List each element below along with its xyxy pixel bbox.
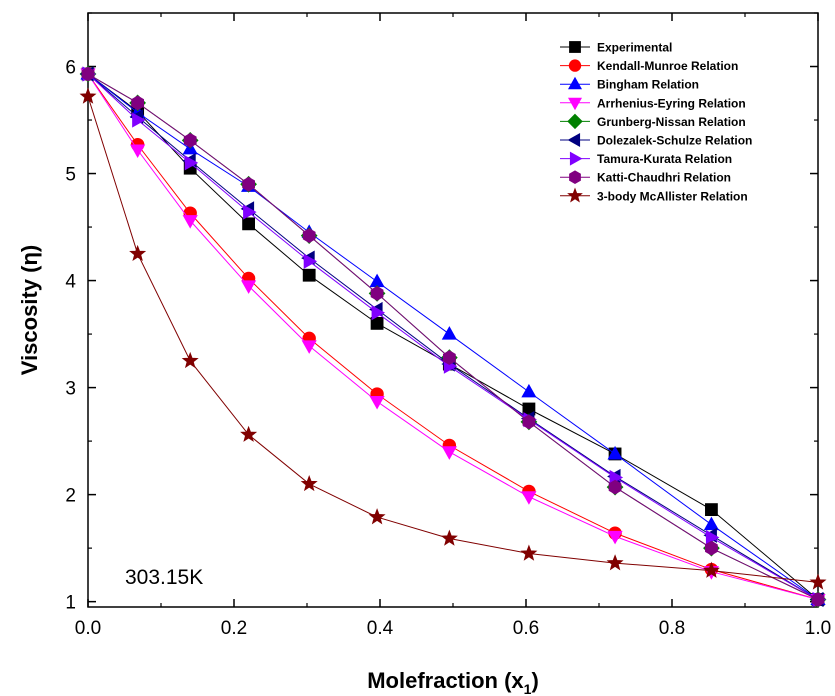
data-point (442, 350, 456, 365)
x-tick-label: 0.0 (75, 618, 101, 639)
legend-marker (569, 151, 583, 166)
data-point (300, 474, 318, 492)
data-point (370, 316, 384, 330)
series-8 (79, 87, 827, 590)
data-point (184, 155, 199, 171)
legend-label: Tamura-Kurata Relation (597, 152, 732, 166)
legend-marker (567, 97, 583, 111)
data-point (242, 217, 256, 231)
data-point (183, 133, 197, 148)
data-point (81, 66, 95, 82)
data-point (130, 144, 146, 159)
legend-marker (567, 76, 583, 90)
legend-marker (568, 59, 582, 72)
data-point (608, 479, 622, 495)
data-point (441, 446, 457, 460)
data-point (811, 592, 825, 607)
legend-label: Katti-Chaudhri Relation (597, 171, 731, 185)
x-axis-title-close: ) (531, 668, 538, 693)
data-point (241, 280, 257, 294)
legend-label: Kendall-Munroe Relation (597, 59, 738, 73)
legend-label: 3-body McAllister Relation (597, 189, 748, 203)
data-point (79, 87, 97, 104)
data-point (243, 204, 257, 220)
data-point (606, 554, 624, 571)
data-point (440, 529, 458, 546)
legend-item: Katti-Chaudhri Relation (560, 170, 731, 185)
data-point (370, 286, 384, 301)
x-tick-label: 0.6 (513, 618, 539, 639)
data-point (132, 112, 146, 128)
legend-label: Arrhenius-Eyring Relation (597, 96, 746, 110)
y-tick-label: 5 (65, 165, 76, 186)
data-point (369, 396, 385, 410)
legend-item: Kendall-Munroe Relation (560, 59, 738, 73)
y-tick-label: 6 (65, 58, 76, 79)
data-point (182, 215, 198, 229)
data-point (129, 244, 147, 262)
data-point (303, 253, 318, 269)
x-axis-title-sub: 1 (524, 681, 532, 696)
legend-item: 3-body McAllister Relation (560, 187, 748, 203)
data-point (607, 445, 623, 460)
legend-label: Grunberg-Nissan Relation (597, 115, 746, 129)
legend-marker (569, 41, 581, 53)
series-layer (79, 65, 827, 608)
legend-item: Arrhenius-Eyring Relation (560, 96, 746, 110)
legend-item: Bingham Relation (560, 76, 699, 92)
data-point (705, 529, 720, 546)
data-point (522, 414, 536, 430)
x-axis-title-main: Molefraction (x (367, 668, 524, 693)
data-point (368, 508, 386, 525)
data-point (607, 530, 623, 545)
y-tick-label: 2 (65, 486, 76, 507)
legend: Experimental Kendall-Munroe Relation Bingh… (560, 41, 752, 203)
data-point (181, 351, 199, 369)
legend-marker (567, 132, 581, 148)
data-point (520, 544, 538, 561)
legend-item: Grunberg-Nissan Relation (560, 113, 746, 130)
legend-marker (569, 170, 581, 184)
x-tick-label: 0.4 (367, 618, 394, 639)
y-tick-label: 4 (65, 272, 76, 293)
legend-item: Dolezalek-Schulze Relation (560, 132, 752, 148)
legend-item: Tamura-Kurata Relation (560, 151, 732, 166)
data-point (240, 425, 258, 442)
legend-marker (567, 113, 583, 130)
data-point (371, 305, 386, 321)
data-point (441, 326, 457, 340)
legend-label: Dolezalek-Schulze Relation (597, 134, 752, 148)
data-point (301, 340, 317, 354)
x-axis-title: Molefraction (x1) (367, 668, 539, 696)
data-point (302, 268, 316, 282)
data-point (131, 95, 145, 111)
series-7 (81, 66, 825, 607)
data-point (521, 491, 537, 505)
y-axis-title: Viscosity (η) (17, 245, 42, 375)
data-point (702, 561, 720, 578)
legend-item: Experimental (560, 41, 672, 55)
y-tick-label: 1 (65, 593, 76, 614)
x-tick-label: 0.2 (221, 618, 247, 639)
data-point (242, 176, 255, 192)
legend-label: Bingham Relation (597, 78, 699, 92)
legend-marker (567, 187, 583, 203)
data-point (809, 573, 827, 590)
x-tick-label: 1.0 (805, 618, 831, 639)
legend-label: Experimental (597, 41, 672, 55)
axes: 0.0 0.2 0.4 0.6 0.8 1.0 1 2 3 4 5 6 (65, 12, 831, 639)
y-tick-label: 3 (65, 379, 76, 400)
data-point (302, 228, 316, 243)
data-point (369, 273, 385, 288)
data-point (705, 540, 718, 556)
data-point (705, 503, 718, 517)
temperature-annotation: 303.15K (125, 566, 203, 589)
data-point (703, 516, 720, 531)
x-tick-label: 0.8 (659, 618, 685, 639)
data-point (521, 383, 537, 398)
